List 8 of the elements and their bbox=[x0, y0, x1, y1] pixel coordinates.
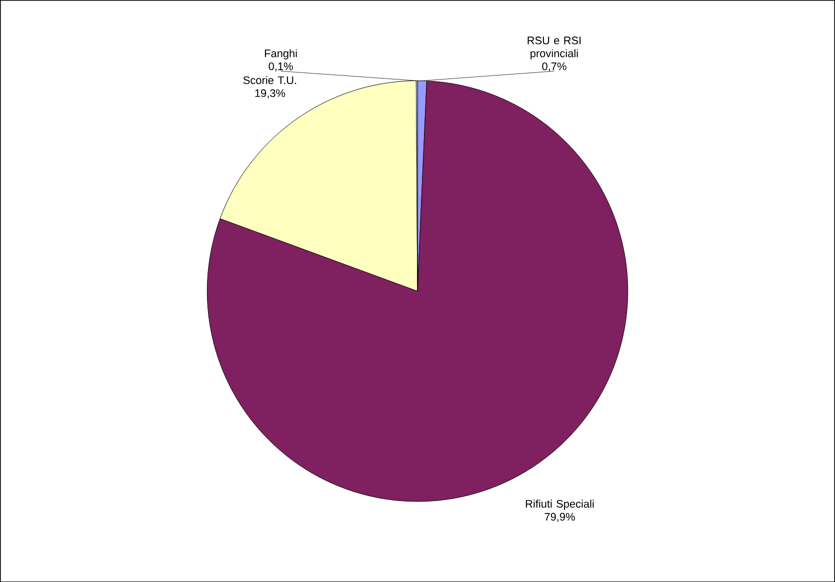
data-label: 19,3% bbox=[255, 89, 286, 98]
data-label: 79,9% bbox=[544, 512, 575, 522]
data-label: 0,7% bbox=[542, 62, 566, 72]
slice-label: RSU e RSI provinciali bbox=[528, 36, 581, 60]
slice-label: Scorie T.U. bbox=[243, 76, 296, 84]
slice-label: Fanghi bbox=[264, 49, 297, 60]
data-label: 0,1% bbox=[268, 62, 293, 72]
slice-label: Rifiuti Speciali bbox=[526, 500, 594, 510]
